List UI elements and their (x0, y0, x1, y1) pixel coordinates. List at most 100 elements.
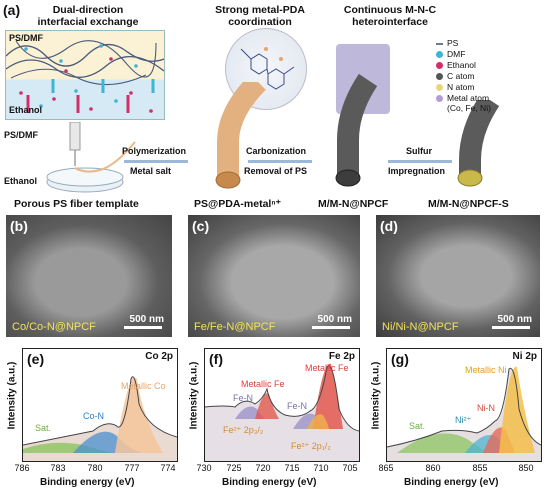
xps-g-peak-nin: Ni-N (477, 403, 495, 413)
dmf-dot-icon (436, 51, 443, 59)
xps-e-tick-1: 783 (50, 463, 66, 473)
xps-e-tick-0: 786 (14, 463, 30, 473)
xps-g-peak-metallic: Metallic Ni (465, 365, 507, 375)
ethanol-top-label: Ethanol (9, 105, 42, 115)
legend-metal-atom: Metal atom (447, 93, 490, 103)
xps-f-tick-1: 725 (226, 463, 242, 473)
sem-image-fe: (c) Fe/Fe-N@NPCF 500 nm (188, 215, 360, 337)
step3-title: Continuous M-N-C heterointerface (343, 4, 437, 28)
xps-g-tick-3: 850 (518, 463, 534, 473)
xps-f-ylabel: Intensity (a.u.) (188, 361, 200, 430)
sem-c-sample-label: Fe/Fe-N@NPCF (194, 321, 276, 333)
xps-f-frame: (f) Fe 2p Metallic Fe Metallic Fe Fe-N F… (204, 348, 360, 462)
xps-g-frame: (g) Ni 2p Metallic Ni Ni-N Ni²⁺ Sat. (386, 348, 542, 462)
xps-e-ylabel: Intensity (a.u.) (6, 361, 18, 430)
xps-g-ylabel: Intensity (a.u.) (370, 361, 382, 430)
xps-e-peak-sat: Sat. (35, 423, 52, 433)
sem-image-co: (b) Co/Co-N@NPCF 500 nm (6, 215, 172, 337)
legend: PS DMF Ethanol C atom N atom Metal atom … (436, 38, 544, 128)
arrow1 (124, 160, 188, 163)
sem-c-scale-text: 500 nm (317, 314, 352, 325)
xps-g-tick-1: 860 (425, 463, 441, 473)
arrow2-bottom-label: Removal of PS (244, 166, 308, 176)
xps-f-tick-5: 705 (342, 463, 358, 473)
legend-metal-list: (Co, Fe, Ni) (447, 103, 491, 113)
legend-ps: PS (447, 38, 459, 48)
syringe-dish-illustration (46, 122, 136, 193)
xps-g-tick-0: 865 (378, 463, 394, 473)
xps-f-tick-3: 715 (284, 463, 300, 473)
xps-f-tick-0: 730 (196, 463, 212, 473)
legend-ethanol: Ethanol (447, 60, 476, 70)
label-ps-template: Porous PS fiber template (14, 198, 139, 210)
legend-c-atom: C atom (447, 71, 475, 81)
xps-e-peak-con: Co-N (83, 411, 105, 421)
xps-f-element: Fe 2p (328, 351, 355, 362)
sem-d-scale-text: 500 nm (497, 314, 532, 325)
xps-f-peak-metallic-b: Metallic Fe (241, 379, 285, 389)
sem-c-scale-bar (312, 326, 350, 329)
xps-f-tick-4: 710 (313, 463, 329, 473)
xps-f-peak-metallic-a: Metallic Fe (305, 363, 349, 373)
sem-b-scale-bar (124, 326, 162, 329)
npcf-fiber (335, 44, 390, 187)
arrow1-top-label: Polymerization (122, 146, 187, 156)
panel-a-letter: (a) (3, 2, 21, 18)
n-atom-icon (436, 84, 443, 92)
arrow3 (388, 160, 452, 163)
arrow2-top-label: Carbonization (246, 146, 306, 156)
xps-e-spectrum (23, 376, 177, 461)
sem-d-scale-bar (492, 326, 530, 329)
npcf-s-fiber (457, 100, 500, 187)
arrow3-bottom-label: Impregnation (388, 166, 446, 176)
xps-g-peak-ni2: Ni²⁺ (455, 415, 472, 425)
xps-f-peak-fe2-32: Fe²⁺ 2p₃/₂ (223, 425, 264, 435)
step2-title: Strong metal-PDA coordination (215, 4, 305, 28)
sem-d-letter: (d) (380, 218, 398, 234)
xps-e-element: Co 2p (145, 351, 173, 362)
xps-f-xlabel: Binding energy (eV) (222, 477, 317, 488)
xps-f-peak-fe2-12: Fe²⁺ 2p₁/₂ (291, 441, 331, 451)
xps-g-peak-sat: Sat. (409, 421, 426, 431)
xps-f-peak-fen-b: Fe-N (287, 401, 307, 411)
xps-f-peak-fen-a: Fe-N (233, 393, 253, 403)
step1-title: Dual-direction interfacial exchange (37, 4, 139, 28)
xps-g-xlabel: Binding energy (eV) (404, 477, 499, 488)
sem-image-ni: (d) Ni/Ni-N@NPCF 500 nm (376, 215, 540, 337)
xps-panel-co: Intensity (a.u.) (e) Co 2p Metallic Co C… (0, 342, 182, 495)
sem-b-letter: (b) (10, 218, 28, 234)
xps-panel-ni: Intensity (a.u.) (g) Ni 2p Metallic Ni N… (364, 342, 546, 495)
xps-f-letter: (f) (209, 351, 223, 367)
xps-panel-fe: Intensity (a.u.) (f) Fe 2p Metallic Fe M… (182, 342, 364, 495)
legend-dmf: DMF (447, 49, 466, 59)
polymer-chains (6, 40, 164, 113)
label-ps-pda: PS@PDA-metalⁿ⁺ (194, 198, 282, 210)
c-atom-icon (436, 73, 443, 81)
xps-e-tick-3: 777 (124, 463, 140, 473)
ps-dmf-top-label: PS/DMF (9, 33, 44, 43)
arrow3-top-label: Sulfur (406, 146, 432, 156)
pda-fiber (215, 82, 266, 189)
interfacial-exchange-diagram: PS/DMF Ethanol (5, 30, 165, 120)
label-npcf: M/M-N@NPCF (318, 198, 389, 210)
xps-e-peak-metallic: Metallic Co (121, 381, 166, 391)
xps-e-frame: (e) Co 2p Metallic Co Co-N Sat. (22, 348, 178, 462)
ethanol-dot-icon (436, 62, 443, 70)
arrow1-bottom-label: Metal salt (130, 166, 172, 176)
label-npcf-s: M/M-N@NPCF-S (428, 198, 509, 210)
xps-f-spectrum (205, 363, 359, 461)
xps-g-spectrum (387, 366, 541, 461)
sem-d-sample-label: Ni/Ni-N@NPCF (382, 321, 459, 333)
ps-icon (436, 42, 443, 45)
legend-n-atom: N atom (447, 82, 475, 92)
xps-f-tick-2: 720 (255, 463, 271, 473)
ethanol-mid-label: Ethanol (4, 176, 37, 186)
xps-e-tick-2: 780 (87, 463, 103, 473)
metal-atom-icon (436, 95, 443, 103)
xps-e-letter: (e) (27, 351, 45, 367)
ps-dmf-mid-label: PS/DMF (4, 130, 39, 140)
sem-c-letter: (c) (192, 218, 210, 234)
xps-g-tick-2: 855 (472, 463, 488, 473)
xps-g-letter: (g) (391, 351, 409, 367)
xps-e-xlabel: Binding energy (eV) (40, 477, 135, 488)
